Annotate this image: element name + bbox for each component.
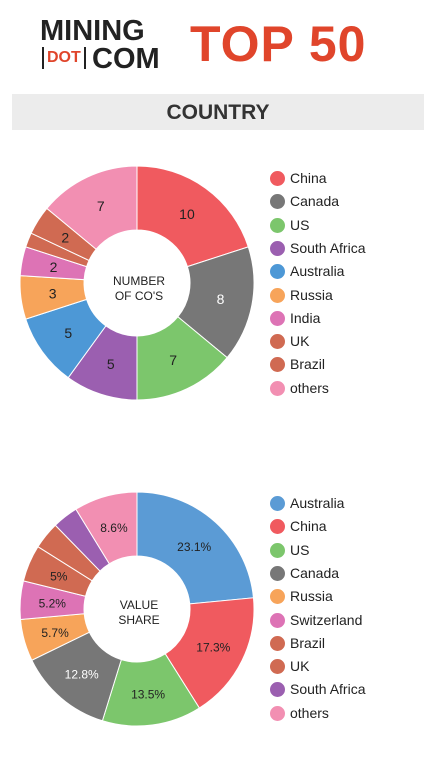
chart1-data-label-australia: 5	[64, 325, 72, 341]
legend-label: UK	[290, 658, 310, 675]
legend-swatch	[270, 334, 285, 350]
page-title: TOP 50	[190, 16, 367, 72]
legend-swatch	[270, 542, 285, 558]
legend-label: South Africa	[290, 681, 366, 698]
number-of-companies-donut-chart: 10 8 7 5 5 3 22 7	[19, 165, 255, 401]
section-title: COUNTRY	[166, 101, 270, 124]
chart2-data-label-others: 8.6%	[100, 521, 128, 535]
legend-label: China	[290, 170, 327, 186]
legend-label: Brazil	[290, 356, 326, 373]
chart1-slice-others	[46, 165, 138, 250]
legend-label: South Africa	[290, 239, 366, 256]
legend-label: Russia	[290, 286, 333, 303]
legend-label: India	[290, 309, 321, 326]
legend-swatch	[270, 240, 285, 256]
chart2-data-label-australia: 23.1%	[177, 540, 211, 554]
logo-dot-text: DOT	[42, 47, 86, 69]
chart1-data-label-south-africa: 5	[107, 356, 115, 372]
legend-label: US	[290, 541, 310, 558]
legend-label: Russia	[290, 588, 333, 605]
chart1-data-label-canada: 8	[217, 291, 225, 307]
legend-swatch	[270, 357, 285, 373]
legend-swatch	[270, 659, 285, 675]
chart2-data-label-us: 13.5%	[131, 687, 165, 701]
chart2-slice-china	[164, 597, 255, 709]
legend-swatch	[270, 589, 285, 605]
section-header: COUNTRY	[12, 94, 424, 130]
chart1-data-label-us: 7	[169, 352, 177, 368]
chart1-center-label: NUMBER OF CO'S	[79, 274, 199, 304]
chart2-data-label-brazil: 5%	[50, 570, 68, 584]
legend-swatch	[270, 612, 285, 628]
legend-swatch	[270, 217, 285, 233]
chart2-data-label-canada: 12.8%	[65, 668, 99, 682]
mining-com-logo: MINING DOT COM	[40, 16, 175, 74]
legend-label: US	[290, 216, 310, 233]
legend-label: Canada	[290, 193, 340, 210]
chart1-data-label-india: 2	[50, 259, 58, 275]
legend-swatch	[270, 705, 285, 721]
chart1-data-label-russia: 3	[49, 286, 57, 302]
legend-label: others	[290, 379, 329, 396]
legend-swatch	[270, 310, 285, 326]
chart1-data-label-others: 7	[97, 198, 105, 214]
chart1-data-label-brazil: 2	[61, 229, 69, 245]
legend-label: Australia	[290, 495, 345, 511]
chart1-center-line1: NUMBER	[112, 274, 165, 288]
chart2-data-label-switzerland: 5.2%	[39, 596, 67, 610]
chart2-center-line1: VALUE	[119, 598, 159, 612]
legend-swatch	[270, 171, 285, 186]
chart2-data-label-russia: 5.7%	[41, 626, 69, 640]
chart2-slice-others	[75, 491, 138, 565]
chart1-data-label-china: 10	[179, 206, 195, 222]
value-share-donut-chart: 23.1% 17.3% 13.5% 12.8% 5.7% 5.2% 5% 8.6%	[19, 491, 255, 727]
logo-mining-text: MINING	[40, 15, 145, 47]
legend-label: Australia	[290, 263, 345, 280]
legend-swatch	[270, 519, 285, 535]
legend-label: Brazil	[290, 634, 326, 651]
chart1-center-line2: OF CO'S	[114, 289, 164, 303]
chart2-center-label: VALUE SHARE	[79, 598, 199, 628]
legend-swatch	[270, 682, 285, 698]
chart1-slice-canada	[177, 246, 255, 359]
legend-swatch	[270, 635, 285, 651]
legend-label: China	[290, 518, 327, 535]
logo-com-text: COM	[92, 43, 160, 75]
legend-label: UK	[290, 333, 310, 350]
legend-label: Switzerland	[290, 611, 363, 628]
chart2-slice-australia	[136, 491, 255, 605]
chart1-slice-china	[136, 165, 249, 268]
chart2-data-label-china: 17.3%	[196, 640, 230, 654]
legend-swatch	[270, 380, 285, 396]
legend-swatch	[270, 264, 285, 280]
legend-label: others	[290, 704, 329, 721]
legend-swatch	[270, 287, 285, 303]
legend-swatch	[270, 496, 285, 511]
legend-swatch	[270, 565, 285, 581]
chart2-center-line2: SHARE	[118, 613, 160, 627]
legend-swatch	[270, 194, 285, 210]
legend-label: Canada	[290, 564, 340, 581]
